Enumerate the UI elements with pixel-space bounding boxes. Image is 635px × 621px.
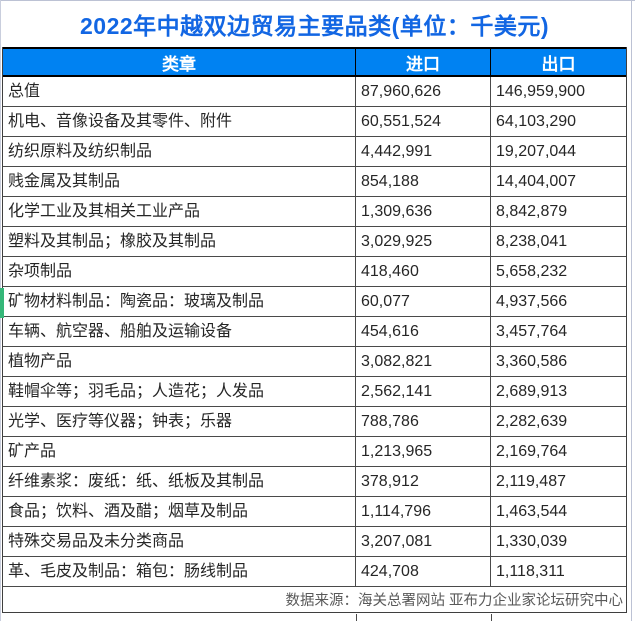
- row-highlight-accent: [0, 288, 4, 318]
- import-value-cell: 60,551,524: [356, 107, 491, 136]
- sheet-gridline-top: [0, 0, 635, 1]
- table-row: 化学工业及其相关工业产品 1,309,636 8,842,879: [3, 197, 626, 227]
- trade-table: 类章 进口 出口 总值 87,960,626 146,959,900 机电、音像…: [2, 47, 627, 613]
- category-cell: 矿产品: [3, 437, 356, 466]
- export-value-cell: 19,207,044: [496, 143, 577, 160]
- export-value-cell: 3,457,764: [496, 323, 568, 340]
- export-value-cell: 14,404,007: [496, 173, 577, 190]
- import-value-cell: 3,082,821: [356, 347, 491, 376]
- export-value-cell: 2,119,487: [496, 473, 566, 490]
- table-row: 矿物材料制品：陶瓷品：玻璃及制品 60,077 4,937,566: [3, 287, 626, 317]
- export-value-cell: 5,658,232: [496, 263, 568, 280]
- export-value-cell: 2,169,764: [496, 443, 568, 460]
- column-header-category: 类章: [3, 49, 356, 75]
- export-value-cell: 2,689,913: [496, 383, 568, 400]
- category-cell: 塑料及其制品；橡胶及其制品: [3, 227, 356, 256]
- table-row: 植物产品 3,082,821 3,360,586: [3, 347, 626, 377]
- export-value-cell: 146,959,900: [496, 83, 585, 100]
- column-header-import: 进口: [356, 49, 491, 75]
- export-value-cell: 4,937,566: [496, 293, 568, 310]
- category-cell: 特殊交易品及未分类商品: [3, 527, 356, 556]
- import-value-cell: 3,029,925: [356, 227, 491, 256]
- column-header-export: 出口: [541, 54, 576, 74]
- export-value-cell: 1,463,544: [496, 503, 568, 520]
- sheet-gridline-right: [631, 0, 632, 621]
- table-header-row: 类章 进口 出口: [3, 47, 626, 77]
- import-value-cell: 854,188: [356, 167, 491, 196]
- category-cell: 总值: [3, 77, 356, 106]
- table-row: 车辆、航空器、船舶及运输设备 454,616 3,457,764: [3, 317, 626, 347]
- export-value-cell: 8,842,879: [496, 203, 568, 220]
- table-row: 纺织原料及纺织制品 4,442,991 19,207,044: [3, 137, 626, 167]
- import-value-cell: 60,077: [356, 287, 491, 316]
- category-cell: 植物产品: [3, 347, 356, 376]
- table-row: 杂项制品 418,460 5,658,232: [3, 257, 626, 287]
- export-value-cell: 2,282,639: [496, 413, 568, 430]
- import-value-cell: 2,562,141: [356, 377, 491, 406]
- import-value-cell: 418,460: [356, 257, 491, 286]
- category-cell: 杂项制品: [3, 257, 356, 286]
- table-row: 贱金属及其制品 854,188 14,404,007: [3, 167, 626, 197]
- category-cell: 机电、音像设备及其零件、附件: [3, 107, 356, 136]
- cutoff-column-border-1: [356, 614, 357, 621]
- table-row: 鞋帽伞等；羽毛品；人造花；人发品 2,562,141 2,689,913: [3, 377, 626, 407]
- category-cell: 纤维素浆：废纸：纸、纸板及其制品: [3, 467, 356, 496]
- data-source-note: 数据来源：海关总署网站 亚布力企业家论坛研究中心: [3, 587, 626, 613]
- import-value-cell: 1,309,636: [356, 197, 491, 226]
- table-row: 总值 87,960,626 146,959,900: [3, 77, 626, 107]
- import-value-cell: 87,960,626: [356, 77, 491, 106]
- category-cell: 鞋帽伞等；羽毛品；人造花；人发品: [3, 377, 356, 406]
- table-title: 2022年中越双边贸易主要品类(单位：千美元): [80, 13, 549, 39]
- import-value-cell: 1,213,965: [356, 437, 491, 466]
- category-cell: 贱金属及其制品: [3, 167, 356, 196]
- table-body: 总值 87,960,626 146,959,900 机电、音像设备及其零件、附件…: [3, 77, 626, 587]
- table-row: 机电、音像设备及其零件、附件 60,551,524 64,103,290: [3, 107, 626, 137]
- table-row: 纤维素浆：废纸：纸、纸板及其制品 378,912 2,119,487: [3, 467, 626, 497]
- import-value-cell: 424,708: [356, 557, 491, 586]
- import-value-cell: 788,786: [356, 407, 491, 436]
- table-row: 矿产品 1,213,965 2,169,764: [3, 437, 626, 467]
- table-row: 塑料及其制品；橡胶及其制品 3,029,925 8,238,041: [3, 227, 626, 257]
- table-row: 特殊交易品及未分类商品 3,207,081 1,330,039: [3, 527, 626, 557]
- export-value-cell: 8,238,041: [496, 233, 568, 250]
- export-value-cell: 1,330,039: [496, 533, 568, 550]
- cutoff-column-border-2: [491, 614, 492, 621]
- import-value-cell: 4,442,991: [356, 137, 491, 166]
- export-value-cell: 3,360,586: [496, 353, 568, 370]
- import-value-cell: 378,912: [356, 467, 491, 496]
- category-cell: 化学工业及其相关工业产品: [3, 197, 356, 226]
- import-value-cell: 1,114,796: [356, 497, 491, 526]
- category-cell: 矿物材料制品：陶瓷品：玻璃及制品: [3, 287, 356, 316]
- table-row: 光学、医疗等仪器；钟表；乐器 788,786 2,282,639: [3, 407, 626, 437]
- export-value-cell: 1,118,311: [496, 563, 565, 580]
- import-value-cell: 3,207,081: [356, 527, 491, 556]
- table-row: 革、毛皮及制品：箱包：肠线制品 424,708 1,118,311: [3, 557, 626, 587]
- category-cell: 车辆、航空器、船舶及运输设备: [3, 317, 356, 346]
- category-cell: 光学、医疗等仪器；钟表；乐器: [3, 407, 356, 436]
- import-value-cell: 454,616: [356, 317, 491, 346]
- category-cell: 革、毛皮及制品：箱包：肠线制品: [3, 557, 356, 586]
- category-cell: 食品；饮料、酒及醋；烟草及制品: [3, 497, 356, 526]
- category-cell: 纺织原料及纺织制品: [3, 137, 356, 166]
- table-row: 食品；饮料、酒及醋；烟草及制品 1,114,796 1,463,544: [3, 497, 626, 527]
- export-value-cell: 64,103,290: [496, 113, 577, 130]
